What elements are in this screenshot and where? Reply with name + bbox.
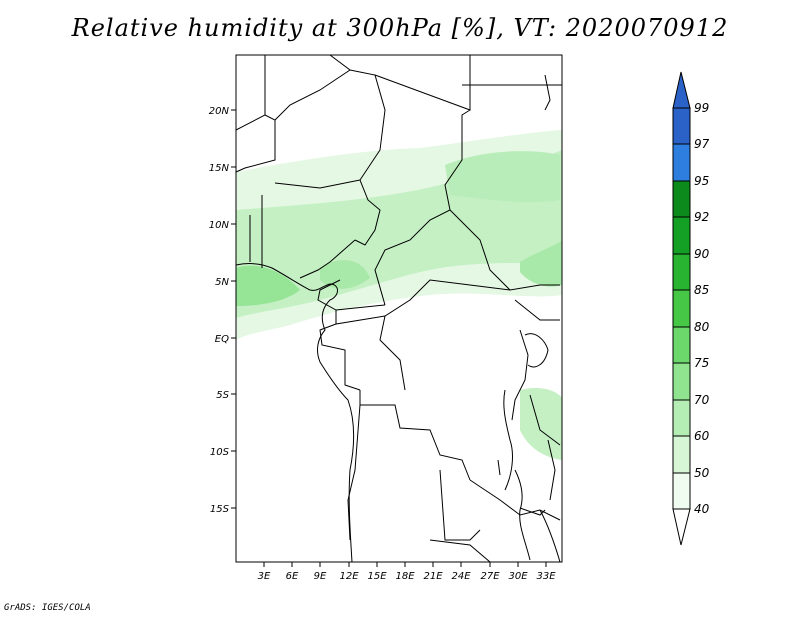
map-title: Relative humidity at 300hPa [%], VT: 202… xyxy=(71,14,729,42)
colorbar-top-arrow xyxy=(672,71,691,109)
humidity-field-high-2 xyxy=(320,260,370,289)
country-borders xyxy=(235,54,562,563)
colorbar-label-95: 95 xyxy=(694,174,709,188)
lon-label-33e: 33E xyxy=(536,571,556,582)
colorbar-band-70 xyxy=(672,399,691,437)
colorbar-label-50: 50 xyxy=(694,466,710,480)
lon-label-18e: 18E xyxy=(395,571,415,582)
grads-credit: GrADS: IGES/COLA xyxy=(4,603,91,613)
colorbar-band-97 xyxy=(672,143,691,182)
lat-label-5s: 5S xyxy=(216,390,229,401)
colorbar-band-50 xyxy=(672,472,691,510)
lat-label-15s: 15S xyxy=(210,504,230,515)
lat-label-eq: EQ xyxy=(215,334,229,345)
humidity-field-high-3 xyxy=(520,240,562,287)
lat-label-5n: 5N xyxy=(215,277,229,288)
humidity-field-east-2 xyxy=(445,151,560,203)
colorbar-label-85: 85 xyxy=(694,283,709,297)
lon-label-3e: 3E xyxy=(258,571,271,582)
colorbar-label-90: 90 xyxy=(694,247,710,261)
lon-label-30e: 30E xyxy=(508,571,528,582)
lat-label-10n: 10N xyxy=(209,220,230,231)
colorbar-label-70: 70 xyxy=(694,393,710,407)
colorbar-label-97: 97 xyxy=(694,137,710,151)
lon-label-15e: 15E xyxy=(367,571,387,582)
map-frame xyxy=(235,54,563,563)
colorbar-band-90 xyxy=(672,253,691,291)
lon-label-12e: 12E xyxy=(339,571,359,582)
lon-label-9e: 9E xyxy=(314,571,327,582)
lon-label-27e: 27E xyxy=(480,571,500,582)
colorbar-band-60 xyxy=(672,435,691,474)
colorbar-label-40: 40 xyxy=(694,502,710,516)
lat-label-15n: 15N xyxy=(209,163,230,174)
lon-label-24e: 24E xyxy=(451,571,471,582)
coastline xyxy=(235,263,561,563)
humidity-field-high xyxy=(236,265,300,306)
colorbar-label-80: 80 xyxy=(694,320,710,334)
lat-label-10s: 10S xyxy=(210,447,230,458)
humidity-shading xyxy=(236,130,562,460)
colorbar-band-80 xyxy=(672,326,691,364)
colorbar-band-92 xyxy=(672,216,691,255)
colorbar-label-60: 60 xyxy=(694,429,710,443)
colorbar-band-95 xyxy=(672,180,691,218)
lat-label-20n: 20N xyxy=(209,106,230,117)
lon-label-6e: 6E xyxy=(286,571,299,582)
lon-axis: 3E 6E 9E 12E 15E 18E 21E 24E 27E 30E 33E xyxy=(258,562,556,582)
lon-label-21e: 21E xyxy=(423,571,443,582)
lat-axis: 20N 15N 10N 5N EQ 5S 10S 15S xyxy=(209,106,236,515)
colorbar-band-75 xyxy=(672,362,691,401)
colorbar-band-99 xyxy=(672,107,691,145)
humidity-field-east xyxy=(520,387,562,460)
colorbar-label-92: 92 xyxy=(694,210,709,224)
colorbar-bottom-arrow xyxy=(672,508,691,546)
colorbar-band-85 xyxy=(672,289,691,328)
colorbar-label-75: 75 xyxy=(694,356,709,370)
colorbar: 99 97 95 92 90 85 80 75 70 60 50 40 xyxy=(672,71,710,546)
colorbar-label-99: 99 xyxy=(694,101,709,115)
